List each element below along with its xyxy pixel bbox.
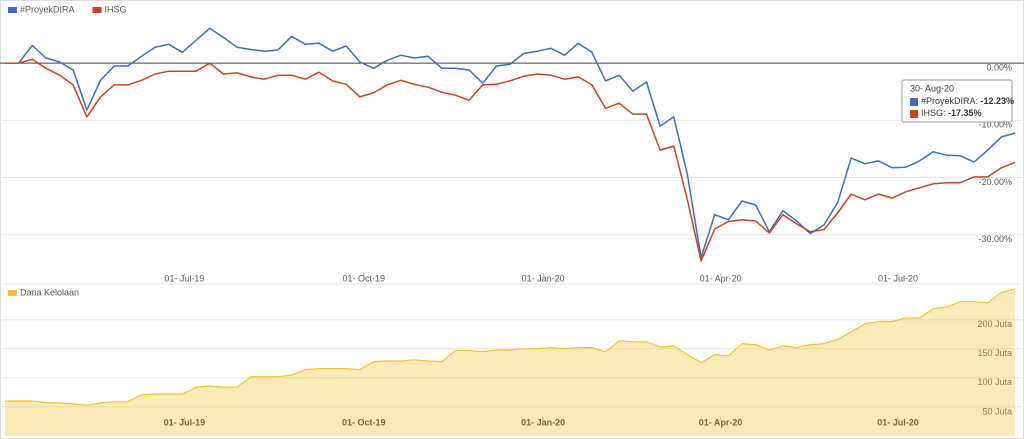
series-line [5, 27, 1016, 259]
legend-label: #ProyekDIRA [20, 4, 75, 14]
legend-swatch [92, 7, 102, 13]
area-fill [5, 288, 1015, 436]
x-tick-label: 01- Jul-19 [164, 417, 206, 427]
tooltip-swatch [910, 110, 918, 118]
tooltip-swatch [910, 98, 918, 106]
tooltip-label: #ProyekDIRA: [921, 96, 981, 106]
tooltip-value: -12.23% [981, 96, 1015, 106]
y-tick-label: 150 Juta [977, 348, 1012, 358]
y-tick-label: 50 Juta [982, 406, 1012, 416]
x-tick-label: 01- Jul-20 [878, 273, 918, 283]
y-tick-label: -30.00% [978, 234, 1012, 244]
series-line [5, 288, 1016, 406]
y-tick-label: 100 Juta [977, 377, 1012, 387]
tooltip: 30- Aug-20 #ProyekDIRA: -12.23% IHSG: -17.… [901, 79, 1014, 123]
series-line [5, 58, 1016, 262]
x-tick-label: 01- Jul-20 [877, 417, 919, 427]
legend-swatch [8, 7, 17, 13]
x-tick-label: 01- Jan-20 [522, 273, 565, 283]
tooltip-value: -17.35% [948, 108, 982, 118]
y-tick-label: -20.00% [978, 177, 1012, 187]
x-tick-label: 01- Oct-19 [342, 273, 385, 283]
x-tick-label: 01- Apr-20 [700, 273, 742, 283]
tooltip-box [901, 79, 1013, 123]
tooltip-title: 30- Aug-20 [910, 83, 954, 93]
y-tick-label: 200 Juta [977, 319, 1012, 329]
legend-swatch [8, 290, 17, 296]
y-tick-label: 0.00% [986, 63, 1012, 73]
tooltip-item: IHSG: -17.35% [921, 108, 982, 118]
x-tick-label: 01- Oct-19 [342, 417, 386, 427]
x-tick-label: 01- Jan-20 [521, 417, 565, 427]
x-tick-label: 01- Apr-20 [699, 417, 743, 427]
legend-label: Dana Kelolaan [20, 287, 79, 297]
x-tick-label: 01- Jul-19 [164, 273, 204, 283]
tooltip-label: IHSG: [921, 108, 948, 118]
legend-label: IHSG [105, 4, 127, 14]
tooltip-item: #ProyekDIRA: -12.23% [921, 96, 1014, 106]
y-tick-label: -10.00% [978, 120, 1012, 130]
